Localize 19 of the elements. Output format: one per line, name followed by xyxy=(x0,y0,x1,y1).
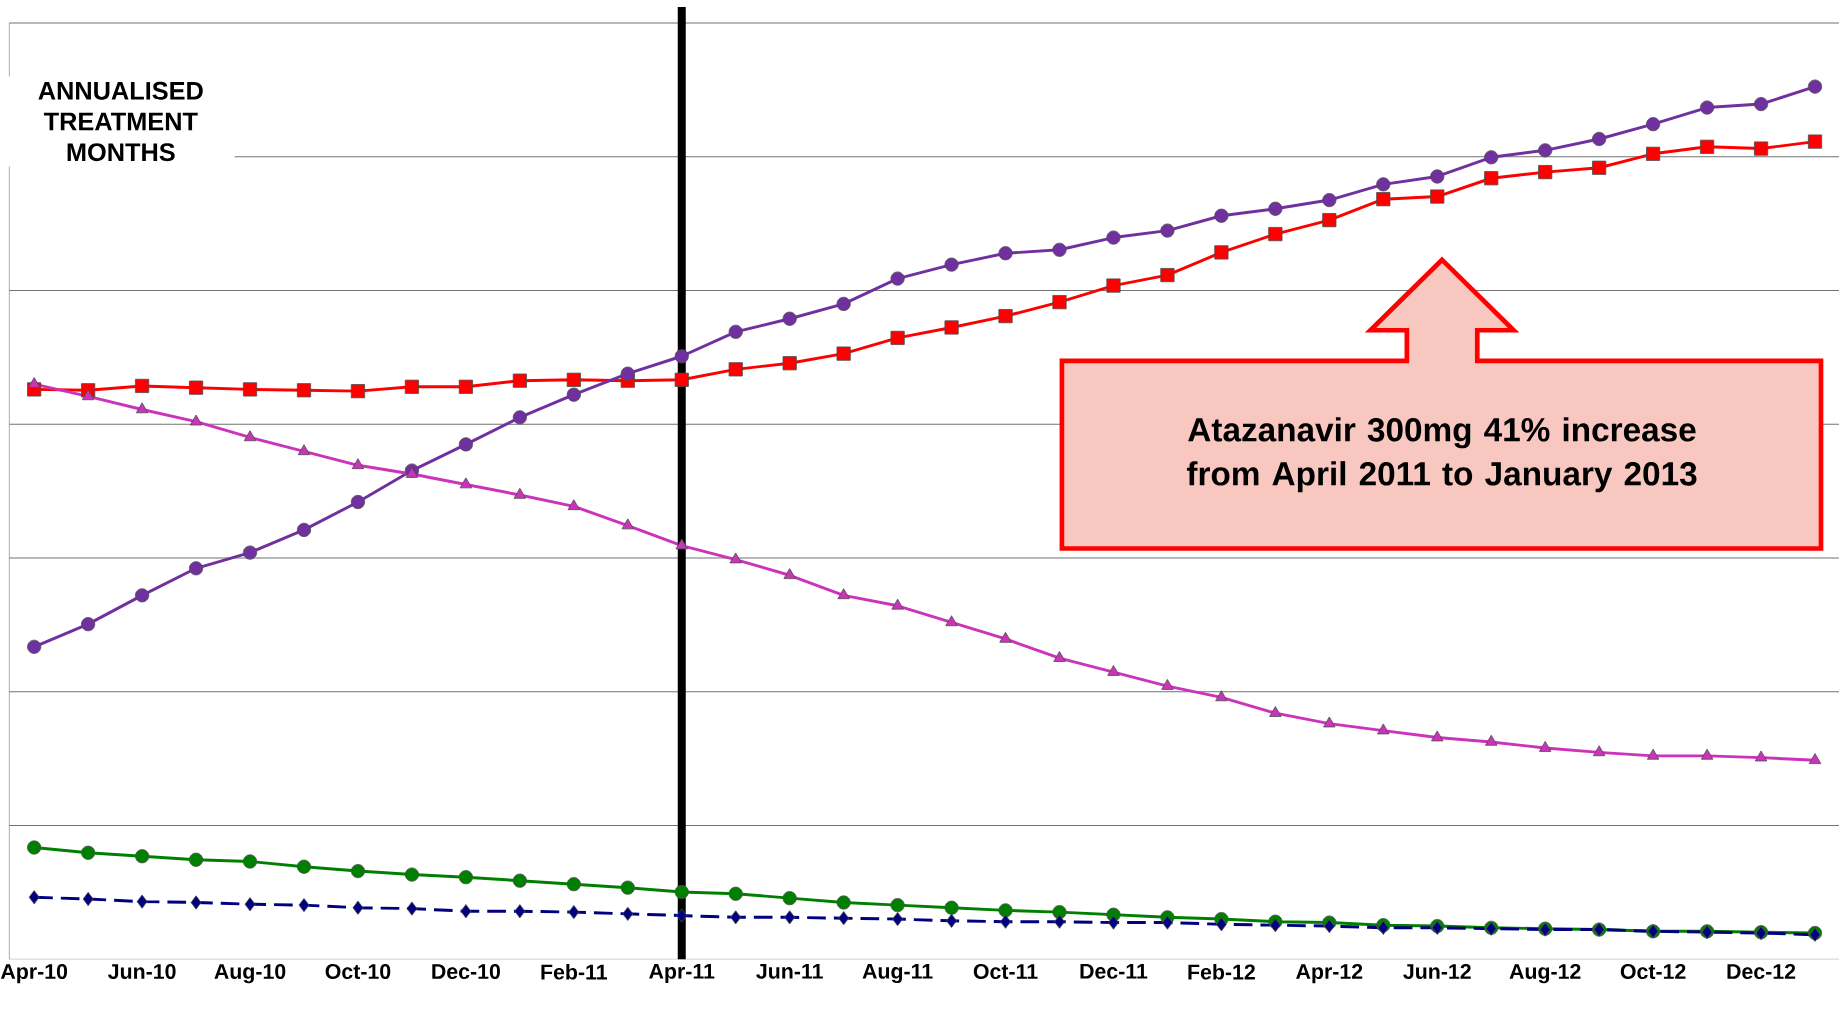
x-tick-label: Feb-12 xyxy=(1188,963,1255,980)
annotation: Atazanavir 300mg 41% increase from April 2011 to January 2013 xyxy=(1186,417,1697,493)
x-tick-label: Jun-12 xyxy=(1403,963,1471,980)
x-tick-label: Dec-10 xyxy=(432,963,500,980)
x-tick-label: Oct-11 xyxy=(973,963,1038,980)
y-axis-title: ANNUALISED TREATMENT MONTHS xyxy=(38,81,203,162)
x-tick-label: Aug-10 xyxy=(214,963,286,984)
x-tick-label: Oct-10 xyxy=(325,963,391,980)
x-tick-label: Feb-11 xyxy=(541,963,608,980)
x-tick-label: Oct-12 xyxy=(1620,963,1686,980)
x-tick-label: Aug-11 xyxy=(862,963,933,984)
x-tick-label: Jun-10 xyxy=(108,963,176,980)
x-tick-label: Apr-11 xyxy=(649,963,715,984)
x-tick-label: Apr-10 xyxy=(0,963,68,984)
x-tick-label: Jun-11 xyxy=(756,963,823,979)
x-tick-label: Dec-12 xyxy=(1727,963,1796,980)
x-tick-label: Dec-11 xyxy=(1080,963,1148,979)
x-tick-label: Apr-12 xyxy=(1296,963,1363,984)
x-tick-label: Aug-12 xyxy=(1509,963,1581,984)
